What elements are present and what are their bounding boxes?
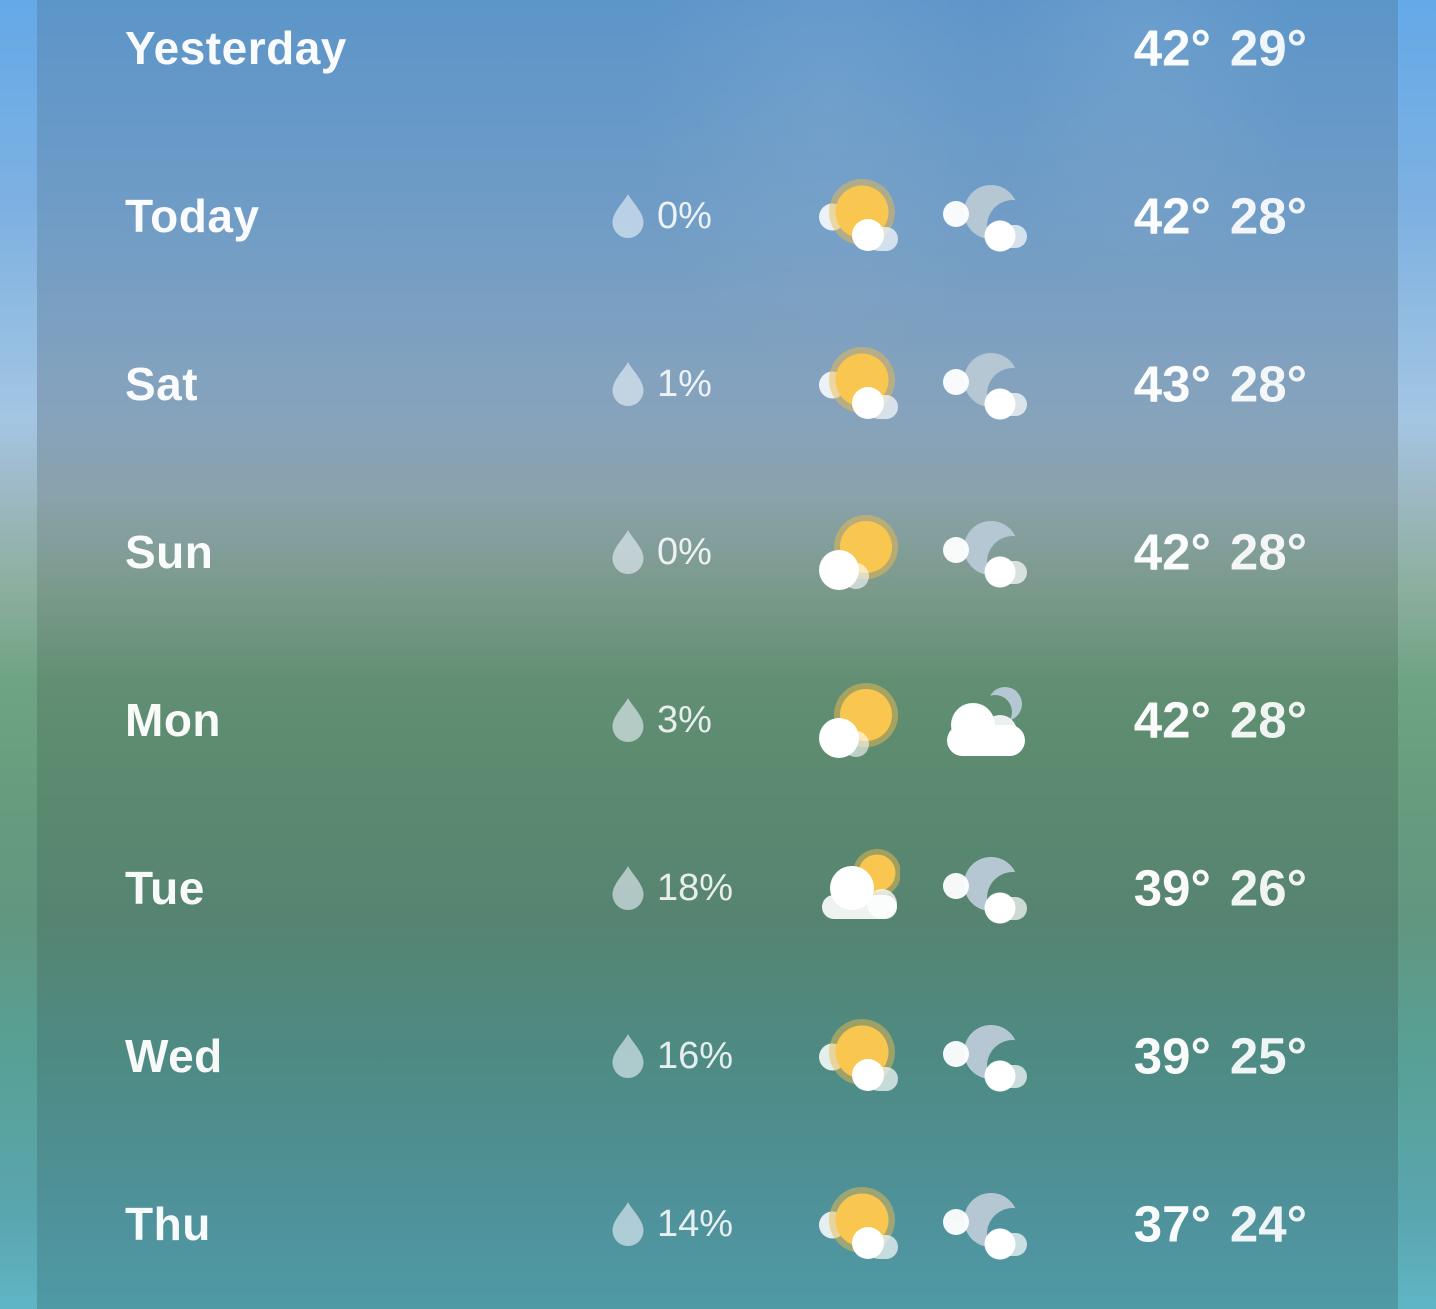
low-temp: 28°	[1229, 523, 1307, 581]
moon-with-cloud-icon	[943, 174, 1027, 258]
forecast-row-today[interactable]: Today 0% 42° 28°	[0, 132, 1436, 300]
temperature-range: 42° 29°	[1134, 19, 1307, 78]
forecast-row-sun[interactable]: Sun 0% 42° 28°	[0, 468, 1436, 636]
raindrop-icon	[612, 1034, 644, 1078]
day-label: Wed	[125, 1030, 223, 1082]
precipitation: 3%	[611, 697, 712, 743]
sun-with-cloud-left-icon	[816, 678, 900, 762]
day-label: Yesterday	[125, 22, 347, 74]
raindrop-icon	[612, 698, 644, 742]
forecast-row-sat[interactable]: Sat 1% 43° 28°	[0, 300, 1436, 468]
moon-with-cloud-icon	[943, 1182, 1027, 1266]
raindrop-icon	[612, 362, 644, 406]
precipitation: 0%	[611, 529, 712, 575]
sun-behind-small-cloud-icon	[816, 174, 900, 258]
temperature-range: 43° 28°	[1134, 355, 1307, 414]
day-label: Sun	[125, 526, 214, 578]
precipitation-chance: 3%	[657, 698, 712, 741]
low-temp: 28°	[1229, 355, 1307, 413]
sun-with-cloud-left-icon	[816, 510, 900, 594]
day-label: Mon	[125, 694, 222, 746]
high-temp: 42°	[1133, 523, 1211, 581]
low-temp: 28°	[1229, 691, 1307, 749]
right-edge-sky-strip	[1398, 0, 1436, 1309]
moon-with-cloud-icon	[943, 846, 1027, 930]
low-temp: 26°	[1229, 859, 1307, 917]
temperature-range: 42° 28°	[1134, 523, 1307, 582]
temperature-range: 39° 26°	[1134, 859, 1307, 918]
high-temp: 42°	[1133, 187, 1211, 245]
day-label: Tue	[125, 862, 205, 914]
day-label: Sat	[125, 358, 199, 410]
high-temp: 42°	[1133, 19, 1211, 77]
low-temp: 29°	[1229, 19, 1307, 77]
cloud-with-moon-icon	[943, 678, 1027, 762]
moon-with-cloud-icon	[943, 510, 1027, 594]
precipitation-chance: 18%	[657, 866, 734, 909]
precipitation-chance: 1%	[657, 362, 712, 405]
high-temp: 43°	[1133, 355, 1211, 413]
precipitation-chance: 0%	[657, 194, 712, 237]
day-label: Thu	[125, 1198, 211, 1250]
precipitation: 18%	[611, 865, 733, 911]
cloud-with-sun-icon	[816, 846, 900, 930]
left-edge-sky-strip	[0, 0, 37, 1309]
sun-behind-small-cloud-icon	[816, 1182, 900, 1266]
low-temp: 25°	[1229, 1027, 1307, 1085]
raindrop-icon	[612, 530, 644, 574]
moon-with-cloud-icon	[943, 1014, 1027, 1098]
day-label: Today	[125, 190, 260, 242]
temperature-range: 37° 24°	[1134, 1195, 1307, 1254]
low-temp: 24°	[1229, 1195, 1307, 1253]
forecast-row-yesterday[interactable]: Yesterday 42° 29°	[0, 0, 1436, 132]
moon-with-cloud-icon	[943, 342, 1027, 426]
high-temp: 37°	[1133, 1195, 1211, 1253]
precipitation: 1%	[611, 361, 712, 407]
high-temp: 39°	[1133, 1027, 1211, 1085]
forecast-row-wed[interactable]: Wed 16% 39° 25°	[0, 972, 1436, 1140]
forecast-row-mon[interactable]: Mon 3% 42° 28°	[0, 636, 1436, 804]
precipitation-chance: 0%	[657, 530, 712, 573]
forecast-row-thu[interactable]: Thu 14% 37° 24°	[0, 1140, 1436, 1308]
raindrop-icon	[612, 866, 644, 910]
temperature-range: 42° 28°	[1134, 187, 1307, 246]
sun-behind-small-cloud-icon	[816, 1014, 900, 1098]
raindrop-icon	[612, 1202, 644, 1246]
high-temp: 39°	[1133, 859, 1211, 917]
raindrop-icon	[612, 194, 644, 238]
temperature-range: 42° 28°	[1134, 691, 1307, 750]
precipitation-chance: 16%	[657, 1034, 734, 1077]
low-temp: 28°	[1229, 187, 1307, 245]
forecast-row-tue[interactable]: Tue 18% 39° 26°	[0, 804, 1436, 972]
precipitation: 16%	[611, 1033, 733, 1079]
high-temp: 42°	[1133, 691, 1211, 749]
precipitation: 0%	[611, 193, 712, 239]
temperature-range: 39° 25°	[1134, 1027, 1307, 1086]
sun-behind-small-cloud-icon	[816, 342, 900, 426]
precipitation-chance: 14%	[657, 1202, 734, 1245]
precipitation: 14%	[611, 1201, 733, 1247]
